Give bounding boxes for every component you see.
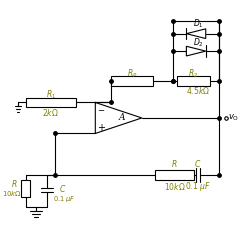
Text: $+$: $+$ bbox=[97, 122, 106, 133]
Text: $R_1$: $R_1$ bbox=[46, 89, 56, 101]
Text: $-$: $-$ bbox=[97, 104, 105, 113]
Text: $v_{\rm O}$: $v_{\rm O}$ bbox=[228, 113, 240, 123]
Text: $R_P$: $R_P$ bbox=[127, 67, 137, 80]
Bar bbox=[111, 76, 153, 86]
Text: $10k\Omega$: $10k\Omega$ bbox=[164, 181, 186, 192]
Text: $2k\Omega$: $2k\Omega$ bbox=[42, 107, 59, 118]
Text: $10k\Omega$: $10k\Omega$ bbox=[2, 189, 22, 199]
Bar bbox=[26, 98, 76, 107]
Text: $R_2$: $R_2$ bbox=[188, 67, 198, 80]
Text: $C$: $C$ bbox=[194, 158, 202, 169]
Text: $0.1\ \mu F$: $0.1\ \mu F$ bbox=[53, 194, 76, 204]
Bar bbox=[155, 170, 194, 180]
Text: $R$: $R$ bbox=[11, 178, 17, 189]
Text: $D_1$: $D_1$ bbox=[193, 18, 203, 30]
Text: $C$: $C$ bbox=[59, 183, 66, 194]
Bar bbox=[177, 76, 210, 86]
Bar bbox=[21, 180, 30, 197]
Text: $R$: $R$ bbox=[171, 158, 178, 169]
Text: $0.1\ \mu F$: $0.1\ \mu F$ bbox=[185, 180, 211, 193]
Text: A: A bbox=[119, 113, 126, 123]
Text: $D_2$: $D_2$ bbox=[193, 36, 203, 49]
Text: $4.5k\Omega$: $4.5k\Omega$ bbox=[186, 85, 210, 96]
